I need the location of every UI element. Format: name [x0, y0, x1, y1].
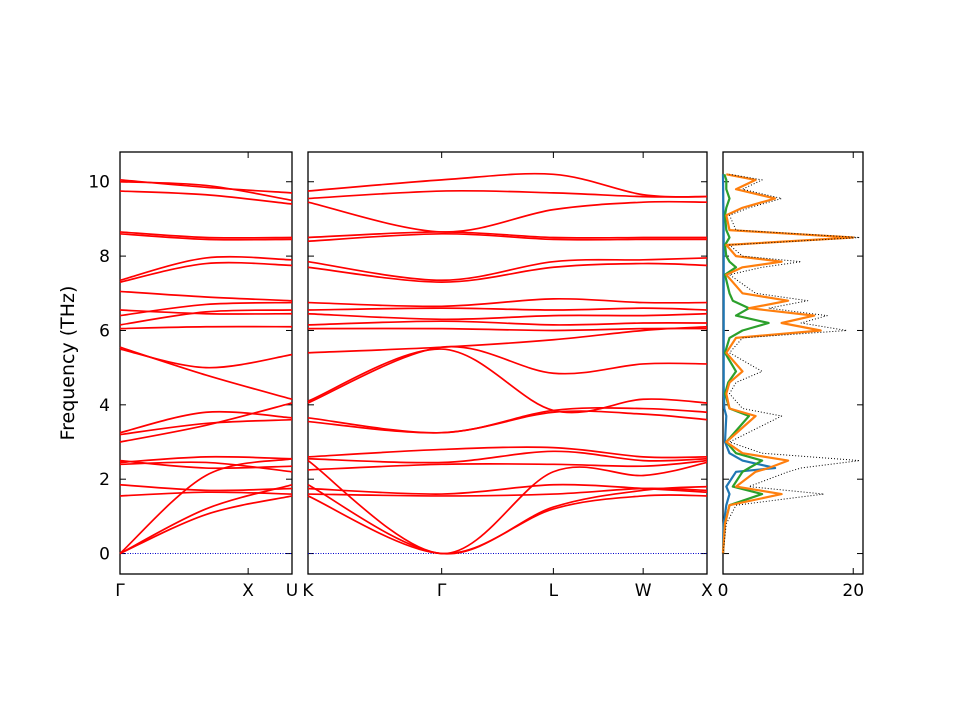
y-tick-label: 10 [88, 173, 110, 193]
band-branch [307, 307, 708, 311]
dos-series [721, 173, 855, 554]
band-branch [307, 459, 708, 471]
dos-series [721, 173, 770, 554]
band-branch [307, 327, 708, 332]
band-branch [307, 345, 708, 404]
band-branch [307, 297, 708, 308]
band-branch [307, 325, 708, 354]
band-branch [307, 262, 708, 283]
band-branch [119, 495, 293, 555]
band-panel-gamma-x-u: 0 2 4 6 8 10 Γ X U [88, 151, 298, 601]
x-tick-label: X [701, 581, 713, 601]
axes-frame [307, 151, 708, 575]
band-branch [119, 459, 293, 470]
x-tick-label: L [549, 581, 559, 601]
dos-series [721, 174, 777, 554]
band-branch [119, 418, 293, 436]
x-tick-label: U [286, 581, 298, 601]
band-branch [119, 309, 293, 315]
band-branch [119, 457, 293, 555]
band-branch [119, 190, 293, 205]
band-branch [119, 348, 293, 369]
axes-frame [119, 151, 293, 575]
band-branch [119, 402, 293, 443]
band-branch [119, 261, 293, 283]
y-axis-label: Frequency (THz) [57, 286, 79, 441]
band-branch [119, 325, 293, 330]
band-branch [119, 231, 293, 239]
band-branch [307, 407, 708, 434]
band-branch [307, 312, 708, 321]
x-tick-label: 20 [842, 581, 864, 601]
dos-panel: 0 20 [718, 151, 864, 601]
band-branch [307, 410, 708, 434]
x-tick-label: W [635, 581, 652, 601]
band-branch [119, 491, 293, 497]
band-branch [307, 232, 707, 243]
band-branch [307, 257, 708, 282]
x-tick-label: K [302, 581, 314, 601]
y-tick-label: 0 [99, 545, 110, 565]
x-tick-label: Γ [437, 581, 447, 601]
band-branch [119, 483, 293, 492]
band-branch [307, 231, 707, 239]
band-branch [307, 200, 708, 233]
y-tick-label: 2 [99, 470, 110, 490]
band-branch [307, 450, 708, 464]
band-branch [119, 301, 293, 317]
band-branch [307, 189, 708, 200]
x-tick-label: Γ [115, 581, 125, 601]
x-tick-label: X [242, 581, 254, 601]
band-branch [119, 232, 293, 241]
y-tick-label: 8 [99, 247, 110, 267]
band-branch [307, 483, 708, 495]
band-branch [307, 494, 708, 555]
band-branch [307, 446, 708, 459]
band-branch [119, 179, 293, 194]
band-branch [119, 255, 293, 282]
band-branch [307, 320, 708, 326]
band-branch [119, 455, 293, 464]
band-branch [119, 461, 293, 473]
band-branch [307, 172, 708, 198]
x-tick-label: 0 [718, 581, 729, 601]
dos-series [722, 173, 861, 554]
band-branch [119, 309, 293, 326]
band-branch [119, 290, 293, 302]
y-tick-label: 4 [99, 396, 110, 416]
band-branch [307, 459, 708, 555]
y-tick-label: 6 [99, 321, 110, 341]
band-branch [307, 348, 708, 414]
band-branch [119, 410, 293, 434]
